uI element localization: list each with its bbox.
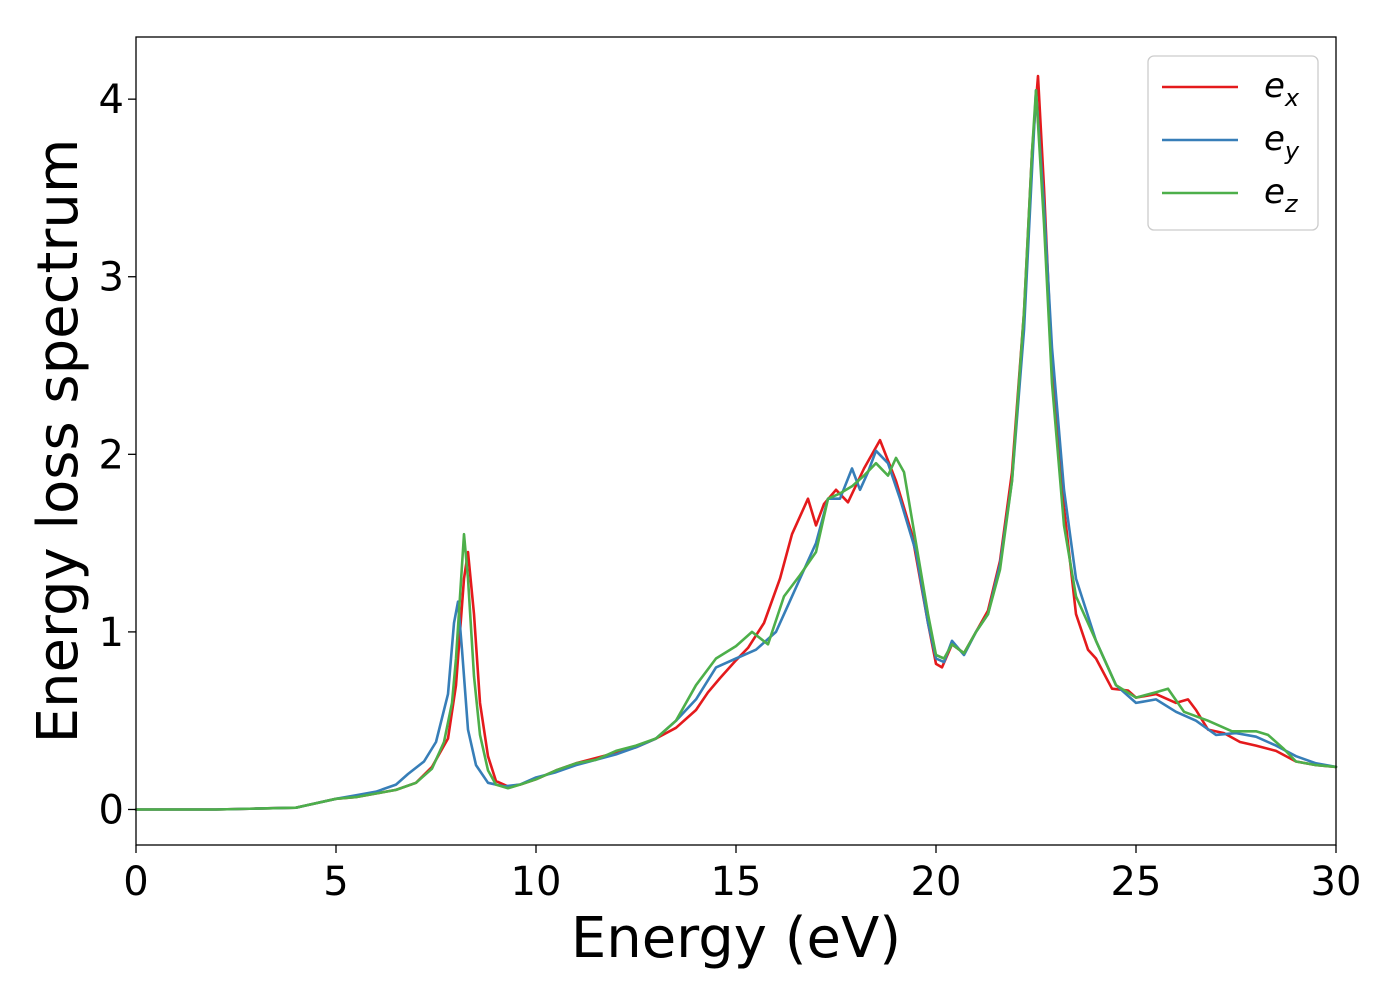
x-axis: 0 5 10 15 20 25 30 [123, 845, 1361, 905]
y-tick-label: 2 [99, 432, 124, 478]
y-tick-label: 1 [99, 610, 124, 656]
x-tick-label: 5 [323, 859, 348, 905]
plot-lines [134, 74, 1338, 811]
legend: ex ey ez [1147, 55, 1319, 231]
legend-label-z: ez [1264, 172, 1299, 218]
x-axis-label: Energy (eV) [571, 906, 901, 971]
x-tick-label: 30 [1311, 859, 1362, 905]
y-axis: 0 1 2 3 4 [99, 77, 136, 833]
series-line-z [134, 89, 1338, 811]
y-tick-label: 3 [99, 255, 124, 301]
y-tick-label: 4 [99, 77, 124, 123]
y-tick-label: 0 [99, 787, 124, 833]
y-axis-label: Energy loss spectrum [26, 139, 91, 744]
x-tick-label: 0 [123, 859, 148, 905]
x-tick-label: 10 [511, 859, 562, 905]
legend-label-y: ey [1264, 119, 1300, 165]
x-tick-label: 20 [911, 859, 962, 905]
legend-box [1147, 55, 1319, 231]
x-tick-label: 15 [711, 859, 762, 905]
legend-label-x: ex [1264, 66, 1300, 112]
x-tick-label: 25 [1111, 859, 1162, 905]
